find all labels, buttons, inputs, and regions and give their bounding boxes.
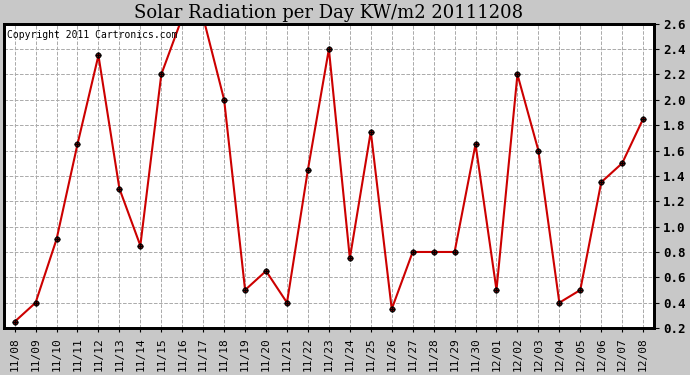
Text: Copyright 2011 Cartronics.com: Copyright 2011 Cartronics.com	[8, 30, 178, 40]
Title: Solar Radiation per Day KW/m2 20111208: Solar Radiation per Day KW/m2 20111208	[135, 4, 524, 22]
